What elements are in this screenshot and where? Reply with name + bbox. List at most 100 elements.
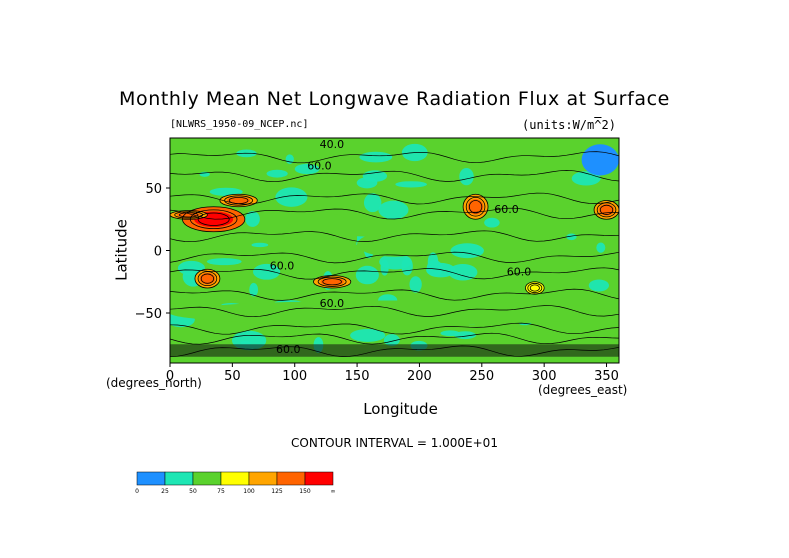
- dataset-filename: [NLWRS_1950-09_NCEP.nc]: [170, 119, 309, 130]
- contour-ring: [322, 278, 342, 286]
- field-blob: [395, 181, 427, 188]
- field-blob: [427, 252, 439, 273]
- field-core: [199, 272, 216, 285]
- x-tick-label: 250: [469, 369, 494, 384]
- colorbar-tick: 50: [189, 488, 197, 495]
- flux-field: [170, 138, 619, 363]
- contour-ring: [200, 273, 215, 284]
- x-axis-unit: (degrees_east): [538, 383, 628, 397]
- x-tick-label: 350: [594, 369, 619, 384]
- contour-line: [170, 267, 619, 280]
- contour-ring: [596, 202, 617, 218]
- field-blob: [363, 193, 382, 213]
- colorbar: 0 25 50 75 100 125 150 ∞: [135, 471, 336, 495]
- field-blob: [440, 330, 460, 337]
- contour-ring: [197, 212, 230, 226]
- contour-line: [170, 322, 619, 335]
- colorbar-swatch: [192, 471, 222, 486]
- contour-line: [170, 251, 619, 264]
- contour-ring: [599, 204, 614, 215]
- contour-ring: [525, 281, 545, 295]
- colorbar-tick: 100: [243, 488, 255, 495]
- field-blob: [251, 242, 269, 248]
- contour-line: [170, 332, 619, 345]
- contour-line: [170, 230, 619, 243]
- contour-ring: [529, 284, 540, 292]
- x-tick-label: 200: [407, 369, 432, 384]
- contour-ring: [468, 200, 483, 214]
- colorbar-swatch: [136, 471, 166, 486]
- field-blob: [383, 334, 400, 346]
- y-axis-unit: (degrees_north): [106, 376, 202, 390]
- field-region: [294, 213, 358, 263]
- chart-title: Monthly Mean Net Longwave Radiation Flux…: [119, 88, 670, 110]
- field-blob: [450, 243, 484, 259]
- contour-line: [170, 207, 619, 220]
- field-blob: [588, 279, 610, 292]
- x-tick-label: 300: [532, 369, 557, 384]
- contour-label: 60.0: [270, 259, 295, 272]
- field-blob: [294, 163, 320, 175]
- field-region: [581, 144, 619, 176]
- field-blob: [245, 211, 260, 227]
- colorbar-tick: ∞: [331, 488, 336, 495]
- colorbar-swatch: [220, 471, 250, 486]
- contour-label: 60.0: [494, 203, 519, 216]
- colorbar-tick: 0: [135, 488, 139, 495]
- field-blob: [571, 171, 601, 186]
- x-tick-label: 100: [282, 369, 307, 384]
- field-blob: [240, 340, 251, 346]
- contour-ring: [170, 210, 208, 220]
- contour-line: [170, 305, 619, 318]
- field-core: [226, 196, 251, 205]
- contour-ring: [317, 276, 347, 287]
- field-blob: [206, 258, 242, 266]
- field-blob: [355, 265, 379, 285]
- y-ticks: 50 0 −50: [135, 182, 170, 322]
- field-core: [320, 277, 344, 286]
- contour-label: 60.0: [320, 297, 345, 310]
- contour-ring: [527, 282, 543, 294]
- contour-ring: [228, 196, 249, 205]
- field-blob: [459, 167, 474, 186]
- colorbar-swatch: [276, 471, 306, 486]
- field-blob: [484, 217, 500, 228]
- field-band: [170, 344, 619, 357]
- contour-line: [170, 151, 619, 164]
- contour-line: [170, 192, 619, 205]
- x-tick-label: 0: [166, 369, 174, 384]
- field-blob: [285, 154, 294, 165]
- field-blob: [266, 169, 288, 178]
- contour-ring: [174, 211, 204, 219]
- contour-label: 60.0: [307, 159, 332, 172]
- y-tick-label: 0: [154, 245, 162, 260]
- contour-ring: [313, 275, 352, 289]
- contour-lines: [170, 151, 619, 358]
- colorbar-tick: 25: [161, 488, 169, 495]
- contour-ring: [465, 196, 486, 217]
- field-region: [357, 231, 432, 257]
- contour-ring: [224, 195, 254, 206]
- colorbar-tick: 75: [217, 488, 225, 495]
- field-blob: [448, 263, 478, 281]
- x-tick-label: 50: [224, 369, 241, 384]
- contour-label: 60.0: [507, 266, 532, 279]
- contour-label: 40.0: [320, 138, 345, 151]
- contour-ring: [194, 268, 221, 289]
- field-blob: [566, 233, 577, 241]
- y-tick-label: −50: [135, 307, 162, 322]
- contour-ring: [197, 271, 218, 287]
- contour-line: [170, 170, 619, 183]
- field-blob: [379, 253, 412, 270]
- field-blob: [359, 151, 393, 163]
- field-core: [467, 198, 484, 215]
- contour-line: [170, 345, 619, 358]
- colorbar-tick: 150: [299, 488, 311, 495]
- colorbar-swatch: [248, 471, 278, 486]
- x-ticks: 0 50 100 150 200 250 300 350: [166, 363, 619, 384]
- contour-ring: [178, 212, 199, 218]
- contour-label: 60.0: [276, 343, 301, 356]
- colorbar-swatch: [304, 471, 334, 486]
